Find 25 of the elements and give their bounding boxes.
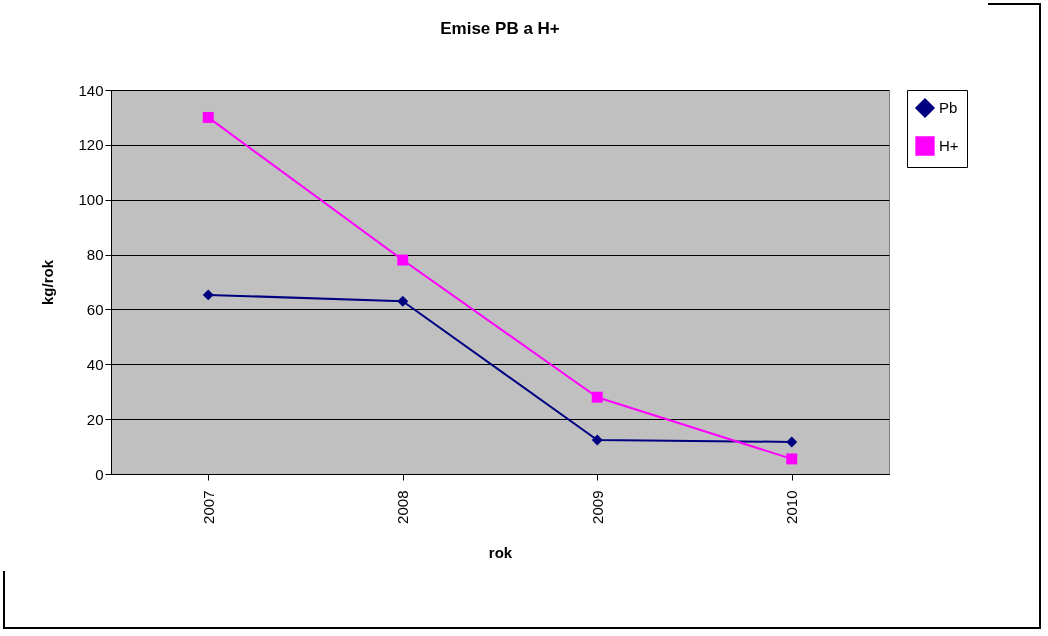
y-tick-label: 0	[95, 465, 104, 483]
y-tick-label: 120	[78, 136, 104, 154]
y-tick-label: 40	[86, 355, 104, 373]
point	[397, 295, 409, 307]
chart-title: Emise PB a H+	[440, 19, 560, 38]
point	[202, 111, 214, 123]
legend-label: H+	[939, 137, 959, 154]
x-tick-label: 2009	[588, 490, 606, 524]
x-tick-label: 2008	[394, 490, 412, 524]
y-tick-label: 60	[86, 300, 104, 318]
point	[202, 289, 214, 301]
point	[786, 436, 798, 448]
y-tick-label: 100	[78, 191, 104, 209]
point	[397, 254, 409, 266]
y-tick-label: 140	[78, 81, 104, 99]
x-tick-label: 2007	[199, 490, 217, 524]
legend-label: Pb	[939, 99, 958, 116]
x-tick-label: 2010	[783, 490, 801, 524]
point	[591, 391, 603, 403]
x-axis-title: rok	[488, 543, 513, 561]
y-tick-label: 80	[86, 246, 104, 264]
point	[591, 434, 603, 446]
y-tick-label: 20	[86, 410, 104, 428]
point	[786, 453, 798, 465]
y-axis-title: kg/rok	[39, 259, 57, 306]
